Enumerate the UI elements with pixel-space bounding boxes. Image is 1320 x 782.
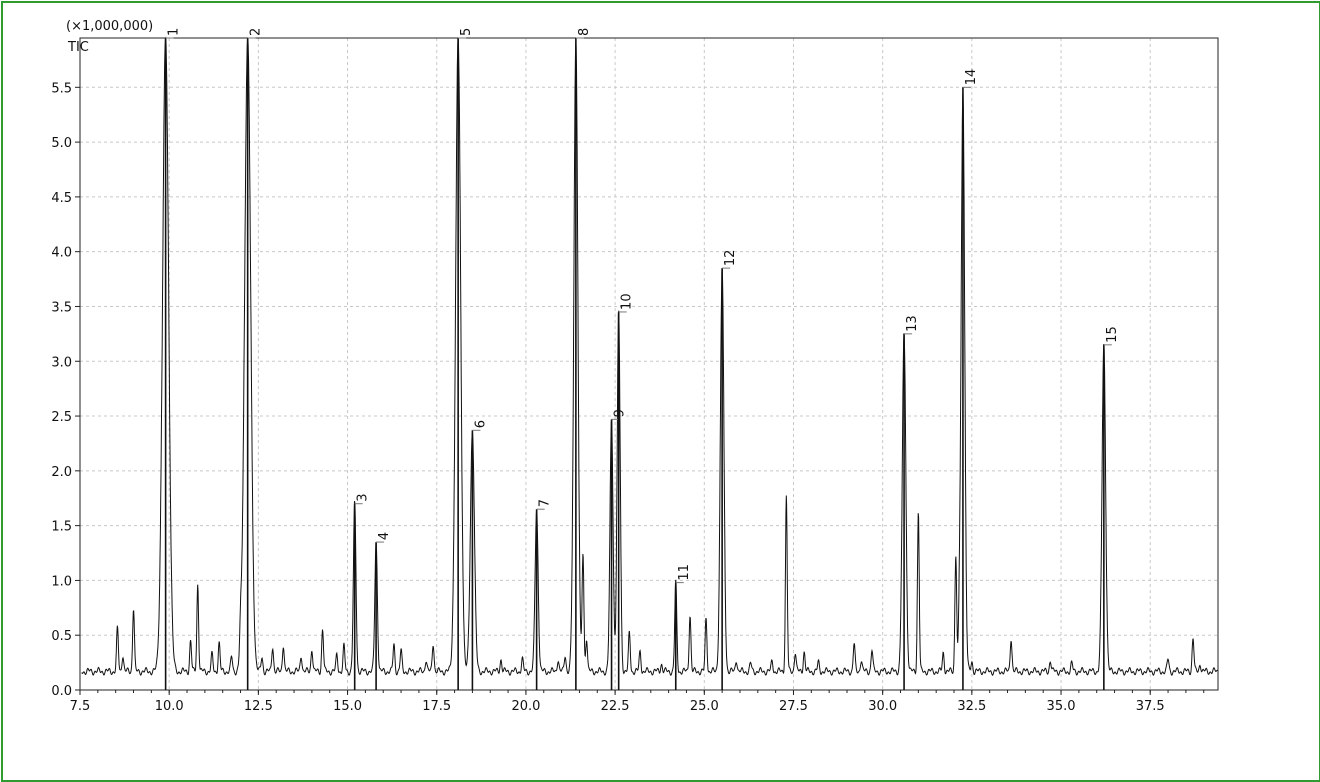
peak-label: 12 bbox=[723, 250, 738, 267]
peak-8: 8 bbox=[575, 28, 592, 690]
y-tick-label: 3.0 bbox=[51, 355, 72, 370]
x-tick-label: 10.0 bbox=[155, 699, 184, 714]
y-tick-label: 4.5 bbox=[51, 191, 72, 206]
y-tick-label: 5.5 bbox=[51, 81, 72, 96]
peak-label: 3 bbox=[356, 493, 371, 501]
peak-label: 15 bbox=[1105, 326, 1120, 343]
peak-label: 4 bbox=[377, 532, 392, 540]
plot-area-border bbox=[79, 37, 1219, 691]
trace-label: TIC bbox=[67, 40, 89, 55]
y-tick-label: 2.0 bbox=[51, 465, 72, 480]
peak-label: 10 bbox=[620, 293, 635, 310]
y-tick-label: 5.0 bbox=[51, 136, 72, 151]
x-tick-label: 27.5 bbox=[779, 699, 808, 714]
peak-15: 15 bbox=[1103, 326, 1120, 690]
peak-5: 5 bbox=[457, 28, 474, 690]
peak-label: 5 bbox=[459, 28, 474, 36]
x-tick-label: 17.5 bbox=[422, 699, 451, 714]
tic-trace bbox=[81, 36, 1218, 676]
grid-lines bbox=[80, 38, 1218, 690]
x-tick-label: 30.0 bbox=[868, 699, 897, 714]
peak-label: 11 bbox=[677, 564, 692, 581]
y-tick-label: 1.5 bbox=[51, 520, 72, 535]
y-tick-label: 4.0 bbox=[51, 246, 72, 261]
peak-6: 6 bbox=[471, 420, 488, 690]
x-tick-label: 22.5 bbox=[601, 699, 630, 714]
y-tick-label: 0.0 bbox=[51, 684, 72, 699]
peak-11: 11 bbox=[674, 564, 692, 690]
x-tick-label: 32.5 bbox=[957, 699, 986, 714]
trace-layer bbox=[81, 36, 1218, 676]
peak-4: 4 bbox=[375, 532, 392, 690]
peak-label: 8 bbox=[577, 28, 592, 36]
x-tick-label: 15.0 bbox=[333, 699, 362, 714]
y-tick-label: 1.0 bbox=[51, 574, 72, 589]
peak-9: 9 bbox=[610, 409, 628, 690]
peak-label: 13 bbox=[905, 315, 920, 332]
peak-label: 2 bbox=[249, 28, 264, 36]
x-tick-label: 20.0 bbox=[511, 699, 540, 714]
peak-2: 2 bbox=[246, 28, 264, 690]
axis-ticks bbox=[75, 86, 1205, 695]
peak-label: 7 bbox=[538, 499, 553, 507]
y-tick-label: 0.5 bbox=[51, 629, 72, 644]
peak-7: 7 bbox=[535, 499, 553, 690]
y-tick-labels: 0.0 0.5 1.0 1.5 2.0 2.5 3.0 3.5 4.0 4.5 5.0 5.5 bbox=[51, 81, 72, 699]
x-tick-label: 7.5 bbox=[70, 699, 91, 714]
peak-12: 12 bbox=[721, 250, 738, 690]
peak-13: 13 bbox=[903, 315, 920, 690]
peak-label: 14 bbox=[964, 69, 979, 86]
peak-1: 1 bbox=[164, 28, 182, 690]
y-multiplier-label: (×1,000,000) bbox=[66, 19, 153, 34]
peak-label: 1 bbox=[167, 28, 182, 36]
peak-label: 9 bbox=[613, 409, 628, 417]
x-tick-labels: 7.5 10.0 12.5 15.0 17.5 20.0 22.5 25.0 27.5 30.0 3… bbox=[70, 699, 1165, 714]
x-tick-label: 37.5 bbox=[1136, 699, 1165, 714]
peak-14: 14 bbox=[962, 69, 979, 690]
y-tick-label: 3.5 bbox=[51, 300, 72, 315]
peak-label: 6 bbox=[473, 420, 488, 428]
x-tick-label: 12.5 bbox=[244, 699, 273, 714]
x-tick-label: 35.0 bbox=[1047, 699, 1076, 714]
x-tick-label: 25.0 bbox=[690, 699, 719, 714]
peak-10: 10 bbox=[617, 293, 635, 690]
y-tick-label: 2.5 bbox=[51, 410, 72, 425]
peak-3: 3 bbox=[353, 493, 371, 690]
